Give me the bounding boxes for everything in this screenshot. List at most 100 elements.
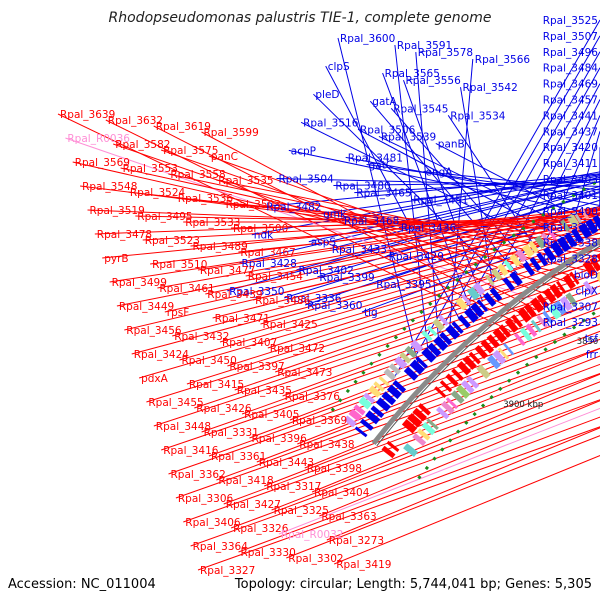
left-gene-label: Rpal_3500 <box>233 223 288 235</box>
left-gene-label-leader <box>326 427 600 541</box>
reverse-gene <box>486 334 500 349</box>
left-gene-label-leader <box>124 217 600 331</box>
forward-gene <box>476 299 489 312</box>
right-gene-label: bioD <box>574 270 598 282</box>
left-gene-label: Rpal_3519 <box>90 205 145 217</box>
left-gene-label-leader <box>153 125 528 318</box>
reverse-gene <box>543 288 557 304</box>
reverse-gene <box>445 373 459 387</box>
left-gene-label: Rpal_3418 <box>218 475 273 487</box>
right-gene-label: Rpal_3484 <box>543 63 599 75</box>
cog-block <box>583 280 595 295</box>
forward-gene <box>445 324 461 340</box>
mid-gene-label: Rpal_3402 <box>299 265 354 277</box>
forward-gene <box>585 218 599 235</box>
mid-gene-label: Rpal_3336 <box>286 293 342 305</box>
forward-gene <box>457 314 471 329</box>
map-title: Rhodopseudomonas palustris TIE-1, comple… <box>109 10 492 26</box>
backbone-edge <box>376 245 600 447</box>
left-gene-label-leader <box>135 215 600 227</box>
accession-label: Accession: NC_011004 <box>8 577 156 592</box>
left-gene-label: Rpal_3404 <box>314 487 370 499</box>
right-gene-label: Rpal_3403 <box>543 174 598 186</box>
tick-label: 3900 kbp <box>503 400 543 410</box>
left-gene-label: Rpal_3432 <box>174 331 229 343</box>
reverse-gene <box>492 328 507 344</box>
reverse-gene <box>562 274 576 290</box>
right-gene-label: frr <box>586 349 599 361</box>
reverse-gene <box>523 303 537 318</box>
left-gene-label-leader <box>234 265 600 391</box>
reverse-gene <box>407 413 423 428</box>
reverse-gene <box>412 407 427 422</box>
left-gene-label: Rpal_3376 <box>285 391 341 403</box>
forward-gene <box>483 292 497 307</box>
forward-gene <box>451 321 464 334</box>
left-gene-label-leader <box>157 209 600 289</box>
cog-block <box>491 268 503 281</box>
cog-block <box>534 235 547 249</box>
cog-block <box>530 319 542 333</box>
right-gene-label: clpX <box>575 285 598 297</box>
left-gene-label: Rpal_3369 <box>292 415 347 427</box>
left-gene-label: panC <box>211 151 238 163</box>
left-gene-label-leader <box>164 214 600 313</box>
mid-gene-label: Rpal_3578 <box>418 47 473 59</box>
forward-gene <box>536 252 549 267</box>
mid-gene-label: ndk <box>254 230 274 242</box>
left-gene-label-leader <box>311 373 600 493</box>
left-gene-label-leader <box>208 155 573 285</box>
left-gene-label: Rpal_3396 <box>252 433 308 445</box>
cog-block <box>595 272 600 283</box>
cog-block <box>410 339 424 353</box>
cog-block <box>426 418 439 430</box>
left-gene-label: Rpal_3533 <box>185 217 240 229</box>
right-gene-label: tsf <box>585 333 599 345</box>
cog-block <box>348 408 363 422</box>
left-gene-label-leader <box>223 363 600 505</box>
reverse-gene <box>498 324 512 338</box>
left-gene-label-leader <box>286 435 600 559</box>
reverse-gene <box>596 253 600 262</box>
cog-block <box>528 240 539 254</box>
forward-gene <box>427 342 442 357</box>
mid-gene-label-leader <box>304 207 600 306</box>
cog-block <box>521 243 535 258</box>
mid-gene-label: tig <box>364 307 378 319</box>
cog-block <box>353 404 366 416</box>
left-gene-label-leader <box>205 213 600 295</box>
mid-gene-label: Rpal_3591 <box>397 40 452 52</box>
left-gene-label: Rpal_3407 <box>222 337 277 349</box>
right-gene-label: Rpal_3457 <box>543 95 598 107</box>
mid-gene-label-leader <box>264 173 600 208</box>
mid-gene-label-leader <box>313 93 507 284</box>
left-gene-label: Rpal_3273 <box>329 535 384 547</box>
cog-block <box>373 381 385 392</box>
mid-gene-label-leader <box>227 188 600 292</box>
mid-gene-label: Rpal_3465 <box>356 188 411 200</box>
left-gene-label-leader <box>201 292 600 433</box>
left-gene-label-leader <box>146 260 600 403</box>
left-gene-label-leader <box>142 213 600 241</box>
left-gene-label: Rpal_3450 <box>182 355 237 367</box>
forward-gene <box>470 302 485 318</box>
mid-gene-label: Rpal_3360 <box>307 300 362 312</box>
forward-gene <box>370 405 385 418</box>
forward-gene <box>354 426 368 438</box>
left-gene-label: Rpal_3489 <box>193 241 248 253</box>
left-gene-label: Rpal_3553 <box>123 163 178 175</box>
mid-gene-label: panB <box>438 138 465 150</box>
genome-ring <box>330 178 600 480</box>
cog-block <box>566 213 580 228</box>
mid-gene-label-leader <box>276 178 600 187</box>
mid-gene-label: Rpal_3482 <box>266 202 321 214</box>
left-gene-label: Rpal_3398 <box>307 463 362 475</box>
left-gene-label: Rpal_3569 <box>75 157 130 169</box>
right-gene-label: Rpal_3400 <box>543 206 598 218</box>
cog-block <box>461 294 472 306</box>
cog-block <box>514 333 526 346</box>
right-gene-label: Rpal_3293 <box>543 317 598 329</box>
reverse-gene <box>549 283 563 299</box>
mid-gene-label-leader <box>448 59 474 332</box>
reverse-gene <box>511 314 523 328</box>
